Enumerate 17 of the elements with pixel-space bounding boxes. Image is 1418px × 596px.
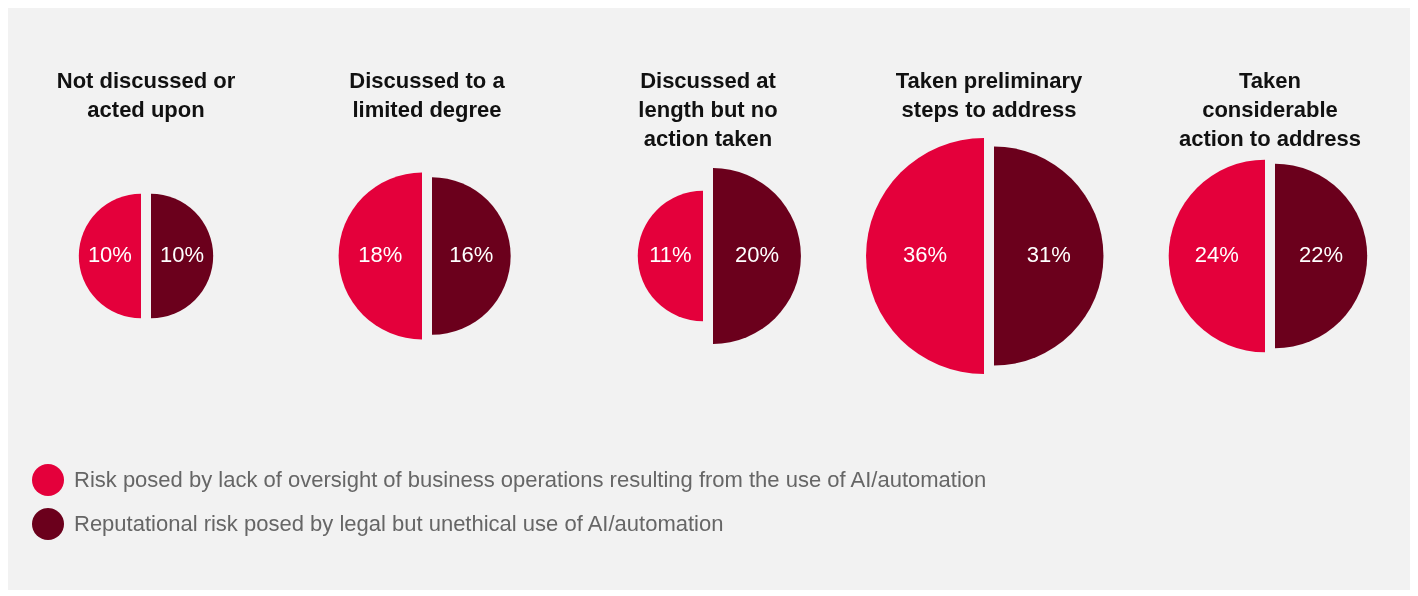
data-label: 31% (1026, 242, 1071, 268)
data-label: 18% (358, 242, 403, 268)
legend-label: Reputational risk posed by legal but unethical use of AI/automation (74, 511, 724, 537)
category-label: Discussed to a limited degree (348, 67, 506, 124)
category-label: Taken preliminary steps to address (894, 67, 1084, 124)
data-label: 36% (902, 242, 948, 268)
data-label: 16% (449, 242, 494, 268)
data-label: 24% (1194, 242, 1239, 268)
category-label: Discussed at length but no action taken (637, 67, 779, 153)
data-label: 11% (649, 242, 692, 268)
data-label: 22% (1299, 242, 1344, 268)
data-label: 10% (160, 242, 205, 268)
data-label: 10% (87, 242, 132, 268)
data-label: 20% (734, 242, 779, 268)
legend-label: Risk posed by lack of oversight of business operations resulting from the use of AI/automation (74, 467, 987, 493)
category-label: Not discussed or acted upon (55, 67, 237, 124)
category-label: Taken considerable action to address (1177, 67, 1363, 153)
